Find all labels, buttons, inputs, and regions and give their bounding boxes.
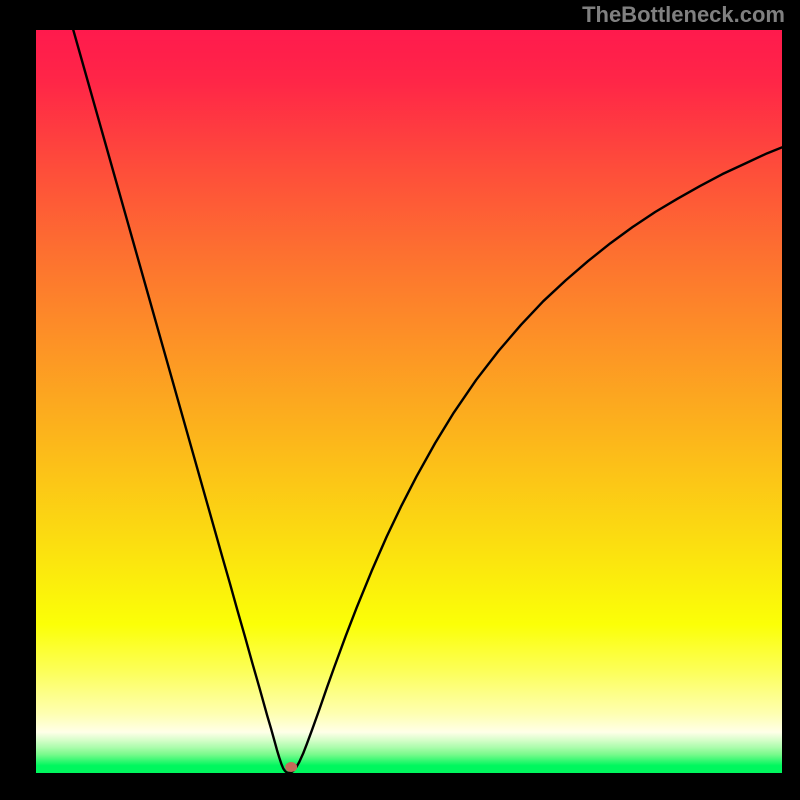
optimal-point-marker — [285, 762, 297, 772]
watermark-text: TheBottleneck.com — [582, 2, 785, 28]
bottleneck-chart — [36, 30, 782, 773]
chart-background — [36, 30, 782, 773]
chart-container: TheBottleneck.com — [0, 0, 800, 800]
